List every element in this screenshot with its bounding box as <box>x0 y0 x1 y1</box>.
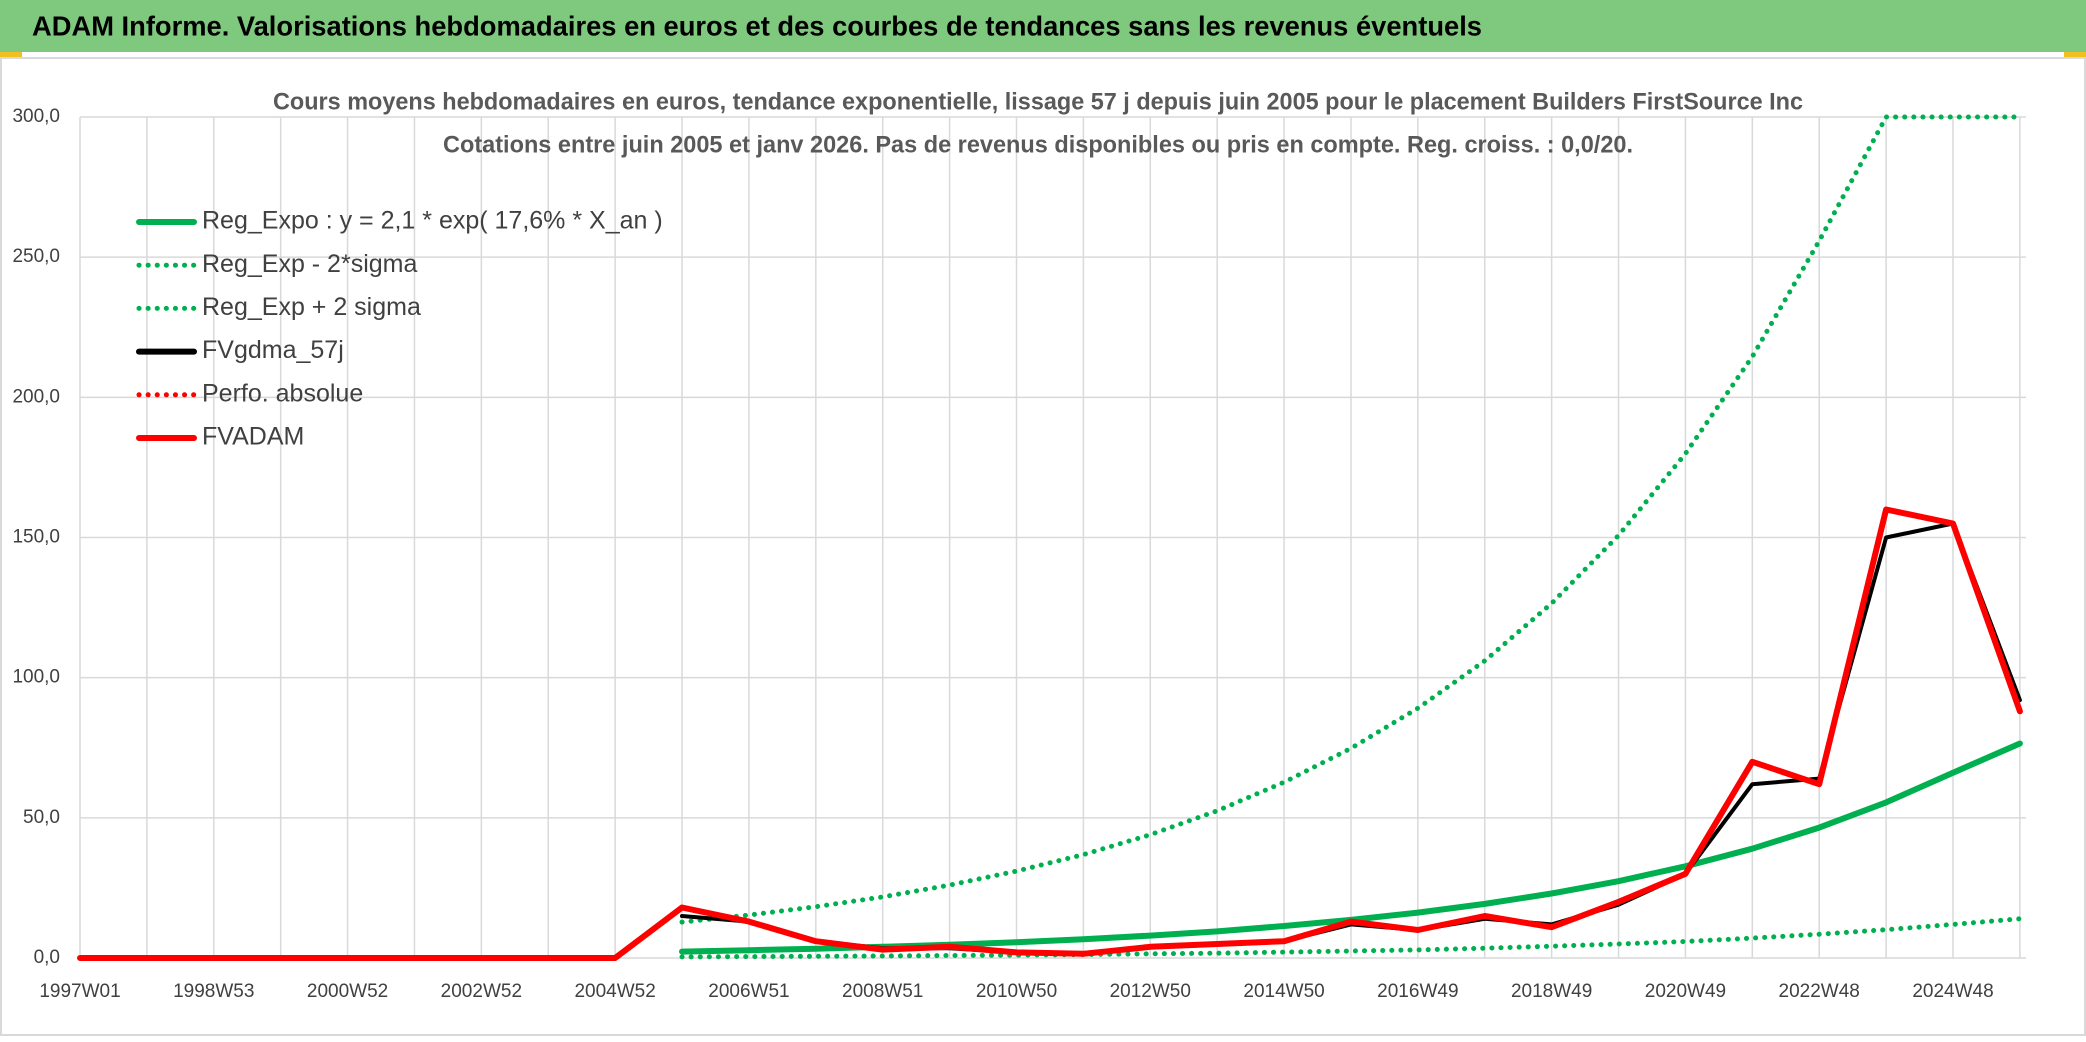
y-tick-label: 0,0 <box>34 947 60 968</box>
x-tick-label: 2014W50 <box>1243 981 1324 1002</box>
corner <box>2064 52 2086 58</box>
x-tick-label: 2008W51 <box>842 981 923 1002</box>
legend: Reg_Expo : y = 2,1 * exp( 17,6% * X_an )… <box>136 207 663 451</box>
series-line <box>77 506 2023 961</box>
x-tick-label: 2000W52 <box>307 981 388 1002</box>
header-title: ADAM Informe. Valorisations hebdomadaire… <box>32 10 1482 41</box>
x-tick-label: 2016W49 <box>1377 981 1458 1002</box>
x-tick-label: 2002W52 <box>441 981 522 1002</box>
x-tick-label: 2004W52 <box>574 981 655 1002</box>
legend-label: FVADAM <box>202 423 304 451</box>
header-bar <box>0 0 2086 52</box>
frame <box>0 57 2086 1036</box>
y-tick-label: 150,0 <box>12 527 60 548</box>
y-tick-label: 300,0 <box>12 106 60 127</box>
chart-subtitle: Cotations entre juin 2005 et janv 2026. … <box>443 131 1633 158</box>
x-tick-label: 2022W48 <box>1779 981 1860 1002</box>
plot <box>77 114 2023 961</box>
corner <box>0 52 22 58</box>
x-tick-label: 2006W51 <box>708 981 789 1002</box>
y-tick-label: 50,0 <box>23 807 60 828</box>
legend-label: Reg_Exp - 2*sigma <box>202 250 417 278</box>
legend-label: Perfo. absolue <box>202 379 363 407</box>
chart-title: Cours moyens hebdomadaires en euros, ten… <box>273 88 1803 115</box>
x-tick-label: 2018W49 <box>1511 981 1592 1002</box>
legend-label: Reg_Expo : y = 2,1 * exp( 17,6% * X_an ) <box>202 207 663 235</box>
x-tick-label: 2024W48 <box>1912 981 1993 1002</box>
x-tick-label: 2020W49 <box>1645 981 1726 1002</box>
legend-label: Reg_Exp + 2 sigma <box>202 293 421 321</box>
x-tick-label: 1998W53 <box>173 981 254 1002</box>
grid: 1997W01 1998W53 2000W52 2002W52 2004W52 2006W… <box>12 106 2026 1002</box>
y-tick-label: 200,0 <box>12 386 60 407</box>
legend-label: FVgdma_57j <box>202 336 344 364</box>
y-tick-label: 100,0 <box>12 667 60 688</box>
x-tick-label: 2010W50 <box>976 981 1057 1002</box>
x-tick-label: 2012W50 <box>1110 981 1191 1002</box>
x-tick-label: 1997W01 <box>39 981 120 1002</box>
y-tick-label: 250,0 <box>12 246 60 267</box>
